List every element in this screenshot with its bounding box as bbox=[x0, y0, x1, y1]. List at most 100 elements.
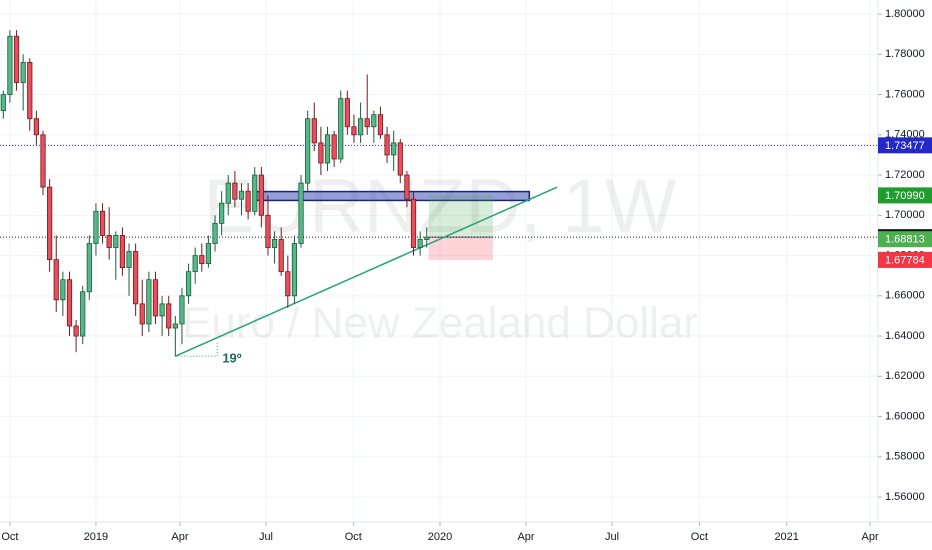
candle-body bbox=[238, 190, 245, 200]
candle-body bbox=[73, 325, 79, 337]
candle-body bbox=[331, 134, 337, 160]
candle-body bbox=[185, 271, 192, 297]
candle-body bbox=[33, 118, 39, 136]
trendline bbox=[175, 186, 558, 357]
candle-body bbox=[66, 279, 73, 327]
candle-body bbox=[245, 190, 251, 212]
candle-body bbox=[371, 114, 377, 128]
y-tick-label: 1.64000 bbox=[885, 330, 925, 342]
angle-label: 19º bbox=[222, 351, 241, 366]
x-tick-label: Jul bbox=[259, 531, 273, 543]
candle-body bbox=[232, 182, 238, 200]
price-label-box bbox=[878, 251, 932, 268]
candle-body bbox=[397, 142, 403, 176]
candle-body bbox=[285, 271, 291, 297]
candle-body bbox=[53, 259, 59, 301]
profit-zone bbox=[428, 195, 493, 238]
angle-guide bbox=[175, 342, 218, 357]
candle-body bbox=[205, 243, 212, 265]
y-tick-label: 1.58000 bbox=[885, 451, 925, 463]
candle-body bbox=[0, 94, 6, 112]
candle-body bbox=[271, 239, 278, 248]
candle-body bbox=[199, 255, 205, 265]
y-tick-label: 1.78000 bbox=[885, 48, 925, 60]
price-label-box bbox=[878, 231, 932, 248]
candle-body bbox=[106, 235, 112, 248]
candle-body bbox=[40, 134, 46, 188]
axes: 1.56000 1.58000 1.60000 1.62000 1.64000 1.660… bbox=[1, 8, 932, 543]
loss-zone bbox=[428, 237, 493, 260]
candle-body bbox=[291, 243, 298, 297]
price-label: 1.68813 bbox=[885, 234, 925, 246]
candle-body bbox=[159, 303, 165, 317]
x-tick-label: Oct bbox=[345, 531, 362, 543]
y-tick-label: 1.60000 bbox=[885, 410, 925, 422]
price-label-box bbox=[878, 137, 932, 154]
candle-body bbox=[7, 35, 13, 95]
watermark-subtitle: Euro / New Zealand Dollar bbox=[182, 299, 698, 348]
price-label-box bbox=[878, 187, 932, 204]
candle-body bbox=[404, 174, 410, 200]
candle-body bbox=[265, 214, 271, 248]
candle-body bbox=[192, 255, 198, 273]
candle-body bbox=[311, 118, 317, 144]
candle-body bbox=[93, 210, 99, 244]
candle-body bbox=[146, 279, 152, 325]
y-tick-label: 1.56000 bbox=[885, 491, 925, 503]
candle-body bbox=[364, 118, 370, 128]
candle-body bbox=[410, 198, 417, 248]
price-label: 1.73477 bbox=[885, 140, 925, 152]
candle-body bbox=[391, 142, 397, 156]
plot-area: 19º bbox=[0, 30, 878, 366]
x-tick-label: Apr bbox=[517, 531, 534, 543]
x-tick-label: Oct bbox=[1, 531, 18, 543]
candle-body bbox=[424, 236, 430, 240]
candle-body bbox=[258, 174, 264, 216]
x-tick-label: 2020 bbox=[428, 531, 452, 543]
candle-body bbox=[13, 35, 20, 83]
candle-body bbox=[126, 251, 132, 269]
y-tick-label: 1.80000 bbox=[885, 8, 925, 20]
candle-body bbox=[27, 61, 33, 120]
candle-body bbox=[305, 118, 311, 184]
candle-body bbox=[133, 251, 139, 305]
candle-body bbox=[139, 303, 145, 325]
candle-body bbox=[172, 323, 178, 329]
price-label: 1.67784 bbox=[885, 254, 925, 266]
watermark-title: EURNZD, 1W bbox=[204, 164, 677, 249]
x-tick-label: Jul bbox=[605, 531, 619, 543]
candle-body bbox=[179, 295, 185, 325]
y-tick-label: 1.76000 bbox=[885, 88, 925, 100]
candle-body bbox=[357, 118, 364, 136]
candle-body bbox=[219, 202, 225, 224]
candle-body bbox=[113, 235, 119, 248]
candle-body bbox=[252, 174, 258, 212]
candle-body bbox=[338, 98, 344, 160]
x-tick-label: Apr bbox=[861, 531, 878, 543]
candle-body bbox=[99, 210, 106, 236]
x-tick-label: Oct bbox=[691, 531, 708, 543]
candle-body bbox=[278, 239, 284, 273]
candle-body bbox=[212, 222, 218, 244]
candle-body bbox=[152, 279, 159, 317]
candle-body bbox=[119, 235, 126, 269]
price-label: 1.70990 bbox=[885, 190, 925, 202]
candle-body bbox=[225, 182, 231, 204]
candle-body bbox=[377, 114, 384, 136]
candle-body bbox=[298, 182, 304, 244]
x-tick-label: 2021 bbox=[774, 531, 798, 543]
x-tick-label: Apr bbox=[171, 531, 188, 543]
candle-body bbox=[86, 243, 92, 293]
x-tick-label: 2019 bbox=[84, 531, 108, 543]
y-tick-label: 1.66000 bbox=[885, 290, 925, 302]
candle-body bbox=[324, 134, 331, 164]
y-tick-label: 1.62000 bbox=[885, 370, 925, 382]
candle-body bbox=[351, 126, 357, 136]
candle-body bbox=[417, 239, 423, 248]
candle-body bbox=[344, 98, 350, 128]
candle-body bbox=[47, 186, 53, 260]
y-tick-label: 1.72000 bbox=[885, 169, 925, 181]
price-axis bbox=[878, 0, 932, 550]
